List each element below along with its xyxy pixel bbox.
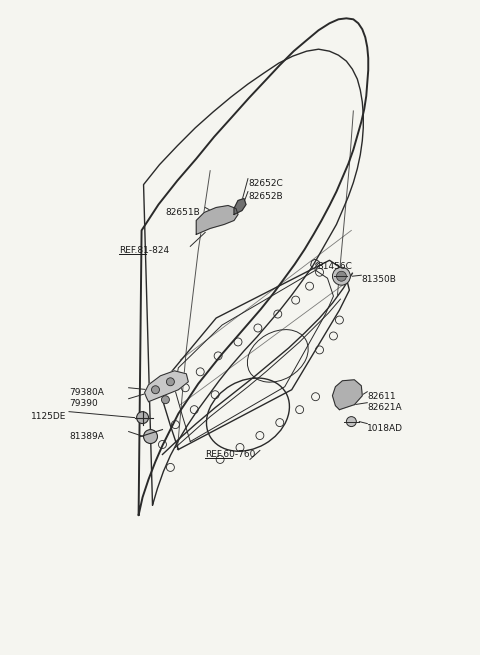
Circle shape: [336, 271, 347, 281]
Circle shape: [137, 411, 148, 424]
Circle shape: [347, 417, 356, 426]
Polygon shape: [196, 206, 238, 234]
Text: REF.60-760: REF.60-760: [205, 451, 255, 459]
Text: 82652B: 82652B: [248, 191, 283, 200]
Text: 82651B: 82651B: [166, 208, 200, 217]
Text: 1018AD: 1018AD: [367, 424, 403, 432]
Polygon shape: [144, 371, 188, 402]
Circle shape: [167, 378, 174, 386]
Text: 82652C: 82652C: [248, 179, 283, 187]
Circle shape: [152, 386, 159, 394]
Text: 81389A: 81389A: [69, 432, 104, 441]
Polygon shape: [234, 198, 246, 214]
Text: 79390: 79390: [69, 399, 98, 407]
Text: 81350B: 81350B: [361, 275, 396, 284]
Circle shape: [144, 430, 157, 443]
Text: 81456C: 81456C: [318, 262, 352, 271]
Circle shape: [161, 396, 169, 403]
Text: 82621A: 82621A: [367, 403, 402, 412]
Text: 79380A: 79380A: [69, 388, 104, 397]
Text: 82611: 82611: [367, 392, 396, 401]
Polygon shape: [333, 380, 362, 409]
Text: REF.81-824: REF.81-824: [119, 246, 169, 255]
Text: 1125DE: 1125DE: [31, 411, 67, 421]
Circle shape: [333, 267, 350, 285]
